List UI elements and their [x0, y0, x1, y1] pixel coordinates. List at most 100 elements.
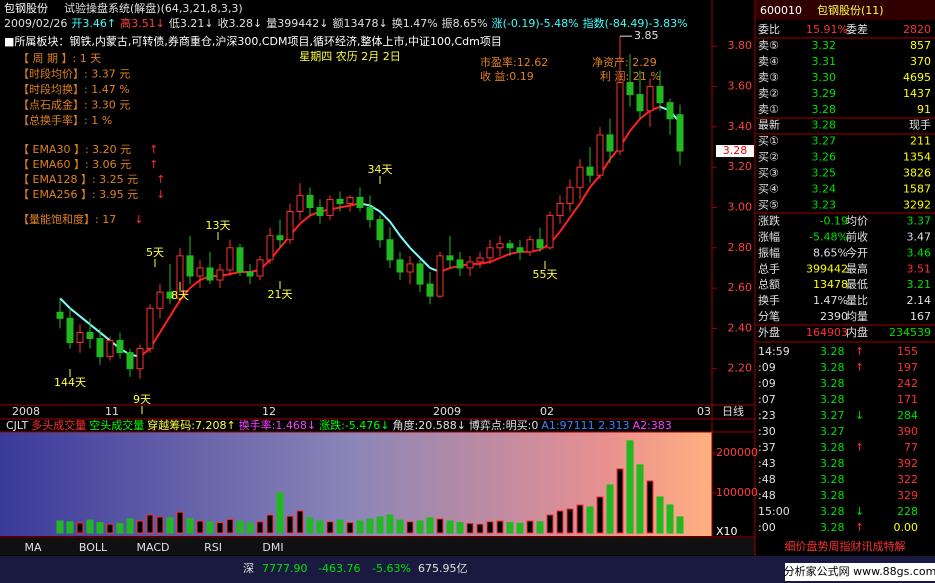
candle-body — [476, 257, 484, 263]
volume-bar — [296, 510, 304, 534]
quote-cell: 卖① — [758, 103, 779, 116]
quote-cell: 3.51 — [907, 262, 932, 275]
volume-bar — [446, 520, 454, 534]
volume-bar — [476, 523, 484, 534]
y-tick-label: 3.00 — [728, 200, 753, 213]
volume-bar — [306, 517, 314, 534]
quote-cell: -5.48% — [809, 230, 848, 243]
quote-cell: 1587 — [903, 183, 931, 196]
volume-bar — [536, 521, 544, 534]
ema-line: 【 EMA128 】: 3.25 元 — [18, 173, 138, 186]
volume-bar — [176, 511, 184, 534]
volume-bar — [376, 516, 384, 534]
status-bar — [0, 556, 935, 583]
candle-body — [266, 235, 274, 261]
quote-item: 额13478↓ — [333, 17, 388, 30]
candle-body — [556, 202, 564, 217]
volume-bar — [366, 518, 374, 534]
quote-cell: 3292 — [903, 198, 931, 211]
tab[interactable]: BOLL — [79, 541, 108, 554]
tick-cell: ↓ — [855, 409, 864, 422]
candle-body — [586, 166, 594, 176]
site-box — [785, 563, 935, 581]
quote-cell: 今开 — [846, 245, 868, 259]
volume-bar — [56, 520, 64, 534]
quote-cell: 均量 — [846, 310, 868, 323]
candle-body — [526, 239, 534, 253]
volume-bar — [666, 504, 674, 534]
volume-bar — [646, 480, 654, 534]
quote-cell: 1437 — [903, 87, 931, 100]
tick-cell: 3.28 — [820, 489, 845, 502]
tick-cell: 3.28 — [820, 345, 845, 358]
candle-body — [176, 255, 184, 299]
candle-body — [666, 102, 674, 120]
candle-body — [636, 94, 644, 112]
quote-cell: 1354 — [903, 151, 931, 164]
candle-body — [166, 291, 174, 299]
volume-bar — [636, 464, 644, 534]
tick-cell: :48 — [758, 489, 776, 502]
volume-bar — [596, 496, 604, 534]
volume-bar — [566, 508, 574, 534]
volume-bar — [406, 521, 414, 534]
candle-body — [106, 340, 114, 358]
tick-cell: 284 — [897, 409, 918, 422]
quote-cell: 卖③ — [758, 71, 779, 84]
indicator-item: 涨跌:-5.476↓ — [319, 418, 389, 432]
ema-line: 【 EMA256 】: 3.95 元 — [18, 188, 138, 201]
annotation: 21天 — [268, 288, 293, 301]
tick-cell: :30 — [758, 425, 776, 438]
volume-bar — [656, 496, 664, 534]
quote-cell: 1.47% — [813, 294, 848, 307]
tick-cell: 0.00 — [894, 521, 919, 534]
tick-cell: ↑ — [855, 441, 864, 454]
status-item: 675.95亿 — [418, 562, 468, 575]
tick-cell: 3.28 — [820, 473, 845, 486]
volume-bar — [206, 521, 214, 534]
quote-cell: 3.28 — [812, 103, 837, 116]
quote-item: 涨(-0.19)-5.48% — [492, 17, 579, 30]
annotation: 34天 — [368, 163, 393, 176]
info-line: 【时段均价】: 3.37 元 — [18, 67, 130, 81]
tab[interactable]: MA — [24, 541, 41, 554]
candle-body — [186, 255, 194, 277]
y-tick-label: 3.60 — [728, 80, 753, 93]
volume-bar — [346, 522, 354, 534]
volume-bar — [76, 522, 84, 534]
quote-cell: 总手 — [758, 261, 780, 275]
candle-body — [346, 196, 354, 204]
tab[interactable]: MACD — [137, 541, 170, 554]
quote-cell: 买① — [758, 135, 779, 148]
volume-bar — [166, 517, 174, 534]
info-line: 【 周 期 】: 1 天 — [18, 52, 101, 65]
ma-segment — [379, 210, 391, 223]
indicator-item: 博弈点:明买:0 — [469, 418, 538, 432]
candle-body — [646, 86, 654, 112]
quote-cell: 最高 — [846, 261, 868, 275]
candle-body — [286, 211, 294, 241]
quote-cell: 买③ — [758, 167, 779, 180]
tab[interactable]: DMI — [262, 541, 283, 554]
candle-body — [76, 331, 84, 344]
y-tick-label: 3.20 — [728, 160, 753, 173]
tick-cell: :00 — [758, 521, 776, 534]
volume-bar — [676, 516, 684, 534]
volume-bar — [426, 517, 434, 534]
tab[interactable]: RSI — [204, 541, 222, 554]
quote-cell: 3.21 — [907, 278, 932, 291]
quote-cell: 3.25 — [812, 167, 837, 180]
quote-cell: 3.46 — [907, 246, 932, 259]
volume-bar — [456, 522, 464, 534]
y-tick-label: 2.60 — [728, 281, 753, 294]
ma-segment — [169, 299, 181, 317]
y-tick-label: 2.20 — [728, 362, 753, 375]
ma-segment — [489, 256, 501, 263]
candle-body — [546, 215, 554, 249]
quote-item: 指数(-84.49)-3.83% — [583, 16, 688, 30]
volume-bar — [236, 520, 244, 534]
tick-cell: 3.28 — [820, 441, 845, 454]
y-tick-label: 200000 — [716, 446, 758, 459]
candle-body — [246, 271, 254, 277]
